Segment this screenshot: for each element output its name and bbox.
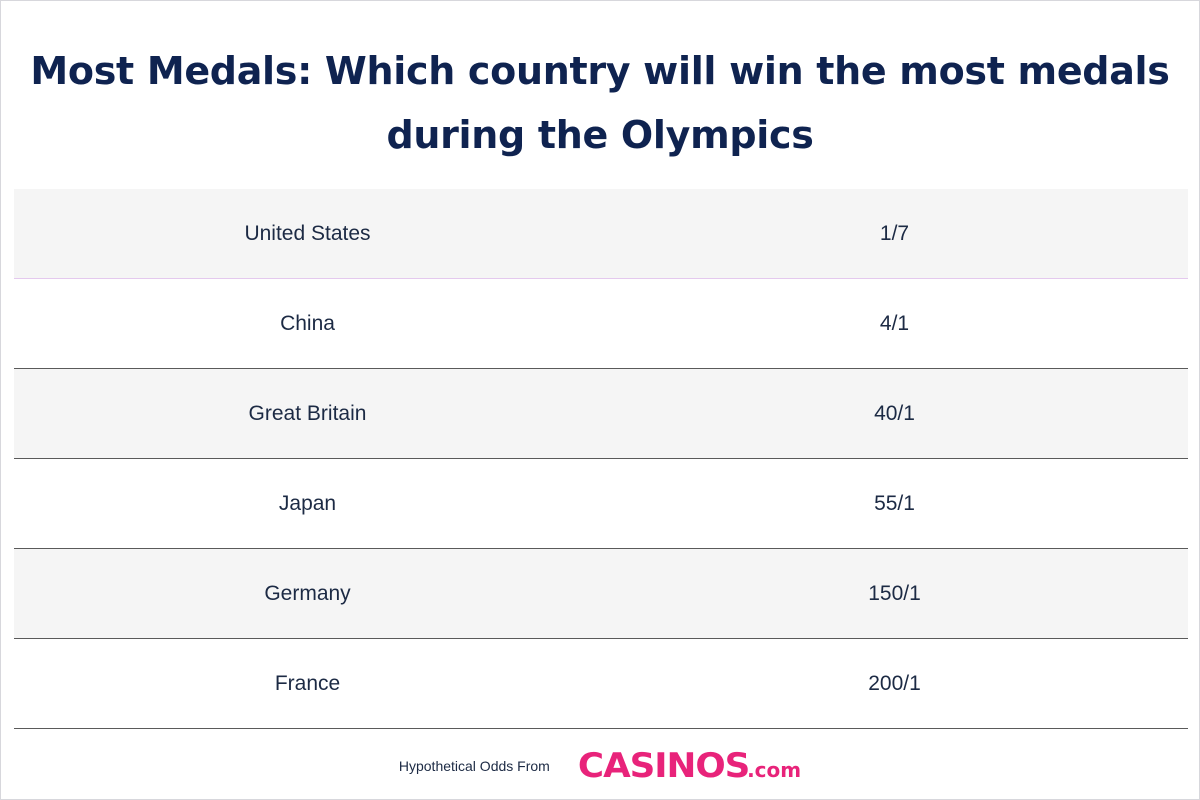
page-title: Most Medals: Which country will win the … [30, 49, 1170, 157]
odds-cell: 4/1 [879, 311, 910, 335]
logo-suffix: .com [747, 758, 802, 782]
table-row: France 200/1 [14, 639, 1188, 729]
country-cell: Great Britain [248, 401, 367, 425]
casinos-logo: CASINOS .com [578, 746, 802, 786]
table-row: China 4/1 [14, 279, 1188, 369]
country-cell: China [280, 311, 335, 335]
footer: Hypothetical Odds From CASINOS .com [1, 741, 1199, 791]
country-cell: Germany [264, 581, 351, 605]
odds-cell: 1/7 [879, 221, 910, 245]
table-row: United States 1/7 [14, 189, 1188, 279]
country-cell: France [274, 671, 341, 695]
odds-cell: 40/1 [874, 401, 915, 425]
odds-table: United States 1/7 China 4/1 Great Britai… [14, 189, 1188, 729]
source-label: Hypothetical Odds From [398, 758, 550, 774]
country-cell: Japan [278, 491, 337, 515]
country-cell: United States [244, 221, 371, 245]
odds-cell: 200/1 [868, 671, 921, 695]
logo-wordmark: CASINOS [577, 746, 750, 786]
table-row: Germany 150/1 [14, 549, 1188, 639]
table-row: Great Britain 40/1 [14, 369, 1188, 459]
odds-cell: 55/1 [874, 491, 915, 515]
odds-cell: 150/1 [868, 581, 921, 605]
table-row: Japan 55/1 [14, 459, 1188, 549]
